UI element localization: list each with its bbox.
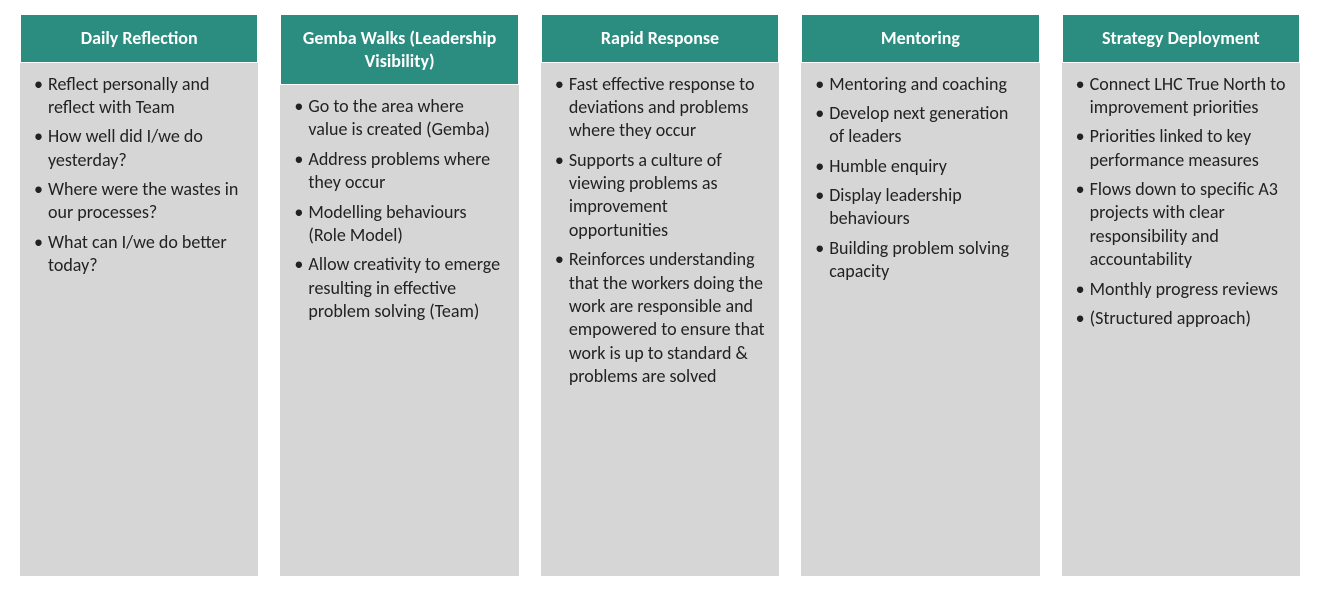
bullet-list: Fast effective response to deviations an… bbox=[555, 73, 765, 389]
card-gemba-walks: Gemba Walks (Leadership Visibility) Go t… bbox=[280, 14, 518, 576]
list-item: Connect LHC True North to improvement pr… bbox=[1076, 73, 1286, 120]
bullet-list: Connect LHC True North to improvement pr… bbox=[1076, 73, 1286, 331]
list-item: Modelling behaviours (Role Model) bbox=[294, 201, 504, 248]
bullet-list: Go to the area where value is created (G… bbox=[294, 95, 504, 324]
list-item: Display leadership behaviours bbox=[815, 184, 1025, 231]
card-mentoring: Mentoring Mentoring and coaching Develop… bbox=[801, 14, 1039, 576]
list-item: Flows down to specific A3 projects with … bbox=[1076, 178, 1286, 272]
list-item: Priorities linked to key performance mea… bbox=[1076, 125, 1286, 172]
card-header: Mentoring bbox=[801, 14, 1039, 63]
list-item: Building problem solving capacity bbox=[815, 237, 1025, 284]
card-strategy-deployment: Strategy Deployment Connect LHC True Nor… bbox=[1062, 14, 1300, 576]
list-item: Mentoring and coaching bbox=[815, 73, 1025, 96]
list-item: Allow creativity to emerge resulting in … bbox=[294, 253, 504, 323]
card-header: Rapid Response bbox=[541, 14, 779, 63]
card-header: Gemba Walks (Leadership Visibility) bbox=[280, 14, 518, 85]
list-item: Reflect personally and reflect with Team bbox=[34, 73, 244, 120]
list-item: Address problems where they occur bbox=[294, 148, 504, 195]
list-item: Supports a culture of viewing problems a… bbox=[555, 149, 765, 243]
card-body: Go to the area where value is created (G… bbox=[280, 85, 518, 344]
card-body: Fast effective response to deviations an… bbox=[541, 63, 779, 409]
card-header: Strategy Deployment bbox=[1062, 14, 1300, 63]
card-body: Reflect personally and reflect with Team… bbox=[20, 63, 258, 298]
card-body: Connect LHC True North to improvement pr… bbox=[1062, 63, 1300, 351]
card-daily-reflection: Daily Reflection Reflect personally and … bbox=[20, 14, 258, 576]
card-body: Mentoring and coaching Develop next gene… bbox=[801, 63, 1039, 304]
card-header: Daily Reflection bbox=[20, 14, 258, 63]
five-column-infographic: Daily Reflection Reflect personally and … bbox=[0, 0, 1320, 596]
list-item: Develop next generation of leaders bbox=[815, 102, 1025, 149]
list-item: Go to the area where value is created (G… bbox=[294, 95, 504, 142]
list-item: (Structured approach) bbox=[1076, 307, 1286, 330]
list-item: How well did I/we do yesterday? bbox=[34, 125, 244, 172]
list-item: What can I/we do better today? bbox=[34, 231, 244, 278]
card-rapid-response: Rapid Response Fast effective response t… bbox=[541, 14, 779, 576]
bullet-list: Reflect personally and reflect with Team… bbox=[34, 73, 244, 278]
list-item: Monthly progress reviews bbox=[1076, 278, 1286, 301]
list-item: Fast effective response to deviations an… bbox=[555, 73, 765, 143]
list-item: Reinforces understanding that the worker… bbox=[555, 248, 765, 388]
list-item: Where were the wastes in our processes? bbox=[34, 178, 244, 225]
bullet-list: Mentoring and coaching Develop next gene… bbox=[815, 73, 1025, 284]
list-item: Humble enquiry bbox=[815, 155, 1025, 178]
